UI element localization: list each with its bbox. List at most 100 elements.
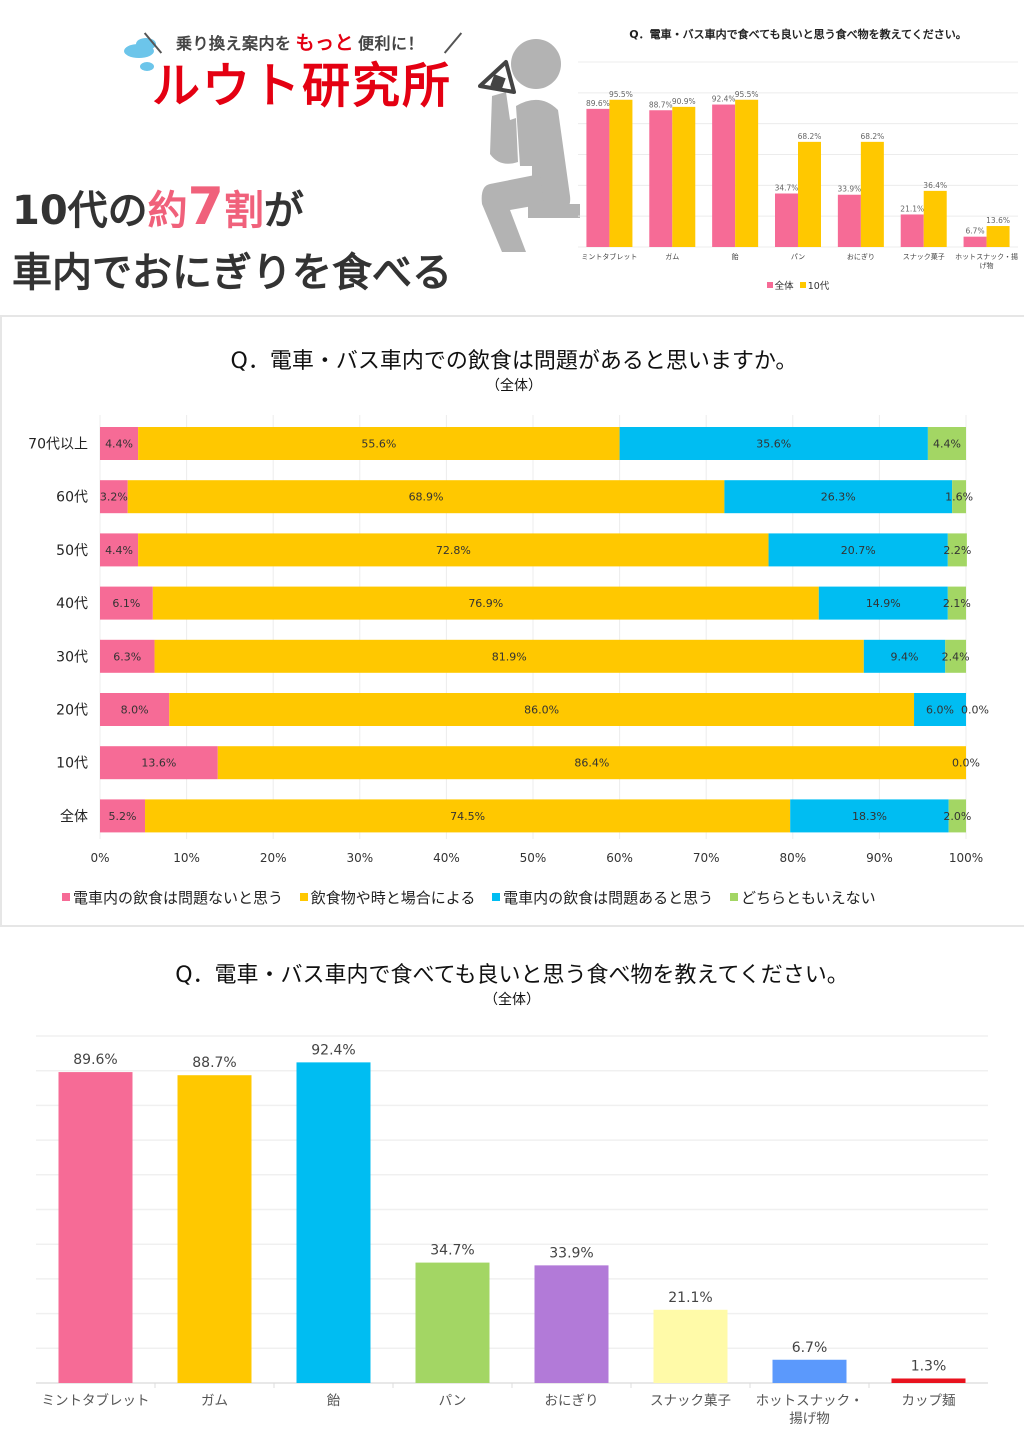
data-label: 5.2%: [109, 810, 137, 823]
bar-segment: [100, 639, 155, 673]
data-label: 55.6%: [361, 438, 396, 451]
data-label: 2.0%: [943, 810, 971, 823]
mini-chart-title: Q．電車・バス車内で食べても良いと思う食べ物を教えてください。: [629, 28, 967, 41]
bar: [58, 1072, 133, 1383]
tagline-emphasis: もっと: [295, 32, 355, 54]
x-tick-label: 60%: [606, 851, 633, 865]
bar-segment: [619, 427, 928, 460]
data-label: 1.6%: [945, 491, 973, 504]
bar-segment: [927, 427, 966, 460]
data-label: 33.9%: [837, 185, 861, 194]
data-label: 4.4%: [933, 438, 961, 451]
logo-name: ルウト研究所: [152, 58, 453, 114]
data-label: 4.4%: [105, 438, 133, 451]
bar-teens: [672, 106, 696, 247]
x-tick-label: 30%: [346, 851, 373, 865]
y-category-label: 70代以上: [28, 437, 88, 453]
bar-teens: [735, 99, 759, 247]
x-tick-label: 20%: [260, 851, 287, 865]
stacked-bar-chart: 0% 10% 20% 30% 40% 50% 60% 70% 80% 90% 100% 70代以上 4.…: [28, 415, 989, 865]
legend-swatch-yellow: [799, 282, 806, 288]
y-category-label: 20代: [56, 703, 88, 719]
data-label: 88.7%: [192, 1055, 236, 1071]
headline-highlight: 約: [147, 188, 188, 234]
x-tick-label: 90%: [866, 851, 893, 865]
x-tick-label: ガム: [665, 252, 679, 261]
bar-segment: [154, 639, 864, 673]
stacked-chart-title: Q．電車・バス車内での飲食は問題があると思いますか。: [230, 349, 798, 374]
x-tick-label: カップ麺: [902, 1393, 956, 1409]
bar-teens: [860, 141, 884, 247]
bar-segment: [818, 586, 948, 620]
x-tick-label: 飴: [732, 252, 739, 261]
data-label: 72.8%: [436, 544, 471, 557]
bar: [296, 1062, 371, 1383]
data-label: 1.3%: [911, 1358, 947, 1374]
bar-segment: [127, 480, 725, 514]
stacked-bar-panel: 0% 10% 20% 30% 40% 50% 60% 70% 80% 90% 100% 70代以上 4.…: [0, 315, 1024, 927]
mini-chart-legend: 全体 10代: [572, 278, 1024, 292]
y-category-label: 全体: [60, 808, 88, 825]
bar-chart-panel: 89.6% ミントタブレット 88.7% ガム 92.4% 飴 34.7% パン 33.9% おに…: [0, 929, 1024, 1454]
data-label: 36.4%: [923, 181, 947, 190]
bar-all: [712, 104, 736, 247]
data-label: 34.7%: [775, 184, 799, 193]
x-tick-label: パン: [439, 1393, 467, 1409]
data-label: 13.6%: [986, 216, 1010, 225]
legend-label: 電車内の飲食は問題ないと思う: [73, 889, 284, 907]
data-label: 89.6%: [586, 99, 610, 108]
x-tick-label: パン: [791, 253, 805, 261]
x-tick-label: げ物: [980, 261, 994, 270]
data-label: 20.7%: [841, 544, 876, 557]
data-label: 2.2%: [943, 544, 971, 557]
x-tick-label: スナック菓子: [650, 1393, 731, 1409]
data-label: 92.4%: [712, 95, 736, 104]
data-label: 68.2%: [798, 132, 822, 141]
bar-chart-title: Q．電車・バス車内で食べても良いと思う食べ物を教えてください。: [175, 963, 849, 988]
bar-all: [586, 108, 610, 247]
data-label: 0.0%: [952, 757, 980, 770]
headline-text: 10代の: [12, 188, 148, 234]
data-label: 74.5%: [450, 810, 485, 823]
x-tick-label: ガム: [201, 1393, 228, 1409]
legend-item: 電車内の飲食は問題ないと思う: [62, 887, 283, 908]
headline-text: が: [263, 188, 304, 234]
bar-teens: [798, 141, 821, 247]
data-label: 68.2%: [860, 132, 884, 141]
bar-all: [900, 214, 924, 247]
data-label: 3.2%: [100, 491, 128, 504]
legend-swatch-green: [729, 893, 738, 901]
bar: [177, 1075, 252, 1383]
slash-decoration: [443, 32, 463, 54]
x-tick-label: 50%: [520, 851, 547, 865]
legend-label: 飲食物や時と場合による: [310, 889, 476, 907]
bar-chart: 89.6% ミントタブレット 88.7% ガム 92.4% 飴 34.7% パン 33.9% おに…: [36, 1035, 988, 1427]
data-label: 81.9%: [492, 650, 527, 663]
legend-item: 飲食物や時と場合による: [299, 887, 476, 908]
data-label: 95.5%: [735, 90, 759, 99]
data-label: 6.7%: [792, 1340, 828, 1356]
x-tick-label: スナック菓子: [903, 252, 945, 261]
legend-swatch-blue: [492, 893, 501, 901]
bar-segment: [138, 427, 620, 460]
data-label: 95.5%: [609, 90, 633, 99]
x-tick-label: 40%: [433, 851, 460, 865]
bar-segment: [952, 480, 966, 514]
x-tick-label: おにぎり: [545, 1393, 599, 1409]
data-label: 33.9%: [549, 1245, 593, 1261]
bar-teens: [609, 99, 633, 247]
bar-segment: [768, 533, 948, 567]
bar: [772, 1359, 847, 1383]
data-label: 6.1%: [112, 597, 140, 610]
legend-label: 電車内の飲食は問題あると思う: [503, 889, 714, 907]
tagline-text: 便利に！: [358, 34, 425, 53]
x-tick-label: 80%: [779, 851, 806, 865]
y-category-label: 10代: [56, 756, 88, 772]
bar-segment: [217, 746, 966, 780]
bar-segment: [100, 533, 139, 567]
data-label: 90.9%: [672, 97, 696, 106]
headline: 10代の約7割が 車内でおにぎりを食べる: [12, 176, 452, 304]
data-label: 88.7%: [649, 100, 673, 109]
data-label: 21.1%: [900, 204, 924, 213]
